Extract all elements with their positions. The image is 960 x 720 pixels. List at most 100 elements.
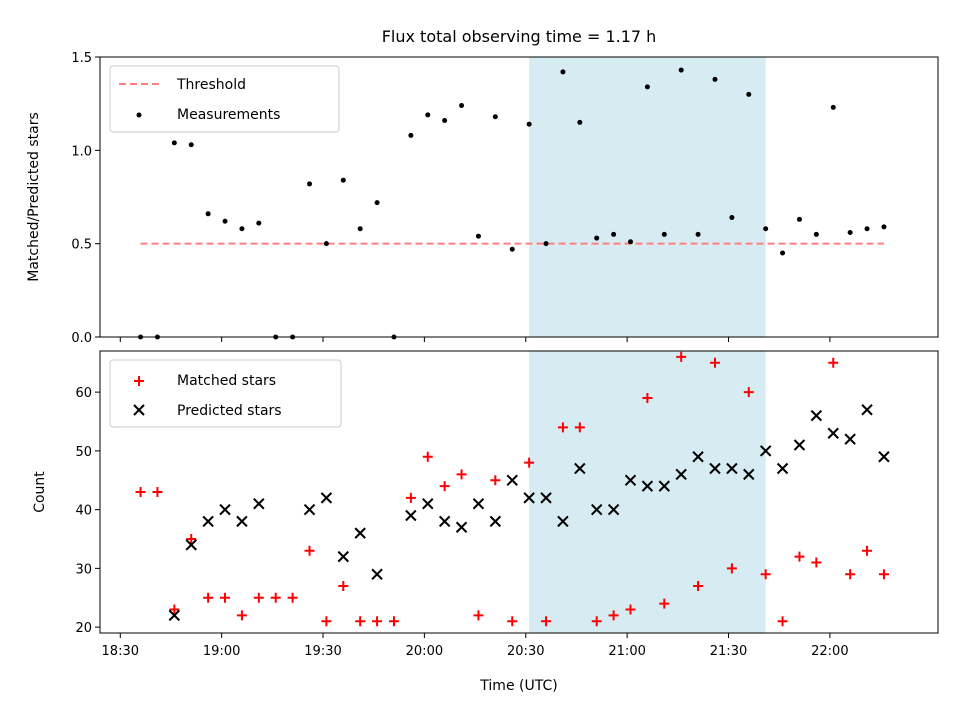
measurement-point [374,200,380,206]
bottom-y-tick-label: 60 [75,386,92,401]
matched-legend-swatch [134,376,144,386]
matched-star-point [405,492,416,503]
predicted-star-point [759,445,772,457]
bottom-panel: 20 30 40 50 60 18:30 19:00 19:30 20:00 20:30 21:00… [32,350,939,694]
x-tick-label: 20:00 [406,644,443,659]
top-panel: 0.0 0.5 1.0 1.5 Matched/Predicted stars Thr… [26,51,939,346]
x-tick-label: 18:30 [102,644,139,659]
measurement-point [796,216,802,222]
chart-title: Flux total observing time = 1.17 h [382,27,657,46]
matched-star-point [220,592,231,603]
predicted-star-point [709,462,721,475]
predicted-star-point [219,503,231,516]
threshold-legend-label: Threshold [176,77,246,93]
matched-star-point [287,592,298,603]
x-tick-label: 22:00 [811,644,848,659]
matched-star-point [203,592,214,603]
measurement-point [307,181,312,187]
measurement-point [408,132,414,138]
matched-star-point [541,616,552,627]
measurement-point [340,177,346,183]
matched-star-point [642,393,653,403]
measurement-point [239,226,245,232]
bottom-y-tick-label: 40 [75,504,92,519]
x-tick-label: 19:00 [203,644,240,659]
measurement-point [442,117,448,123]
predicted-star-point [371,568,383,580]
predicted-star-point [320,492,333,504]
matched-star-point [236,610,247,621]
predicted-star-point [303,503,316,516]
matched-star-point [456,469,467,480]
matched-star-point [608,610,619,621]
predicted-star-point [878,451,890,463]
predicted-star-point [844,433,856,445]
predicted-star-point [506,474,518,486]
predicted-star-point [236,515,248,528]
predicted-star-point [641,480,654,492]
matched-star-point [490,475,501,486]
matched-star-point [625,604,636,615]
matched-star-point [321,616,332,627]
matched-star-point [709,357,720,368]
predicted-star-point [607,503,620,516]
measurement-point [864,226,870,232]
bottom-panel-frame [99,350,939,634]
measurement-point [577,119,583,125]
top-y-tick-label: 1.0 [71,144,92,159]
x-axis-label: Time (UTC) [479,678,557,694]
measurement-point [881,224,887,230]
bottom-legend-box [109,359,342,428]
predicted-star-point [574,462,586,475]
matched-star-point [760,569,771,580]
predicted-star-point [827,427,839,439]
predicted-legend-swatch [133,404,145,416]
top-panel-frame [99,56,939,338]
bottom-panel-axes: 20 30 40 50 60 18:30 19:00 19:30 20:00 20:30 21:00… [75,386,848,659]
measurement-point [509,246,515,252]
matched-star-point [253,592,264,603]
matched-star-point [743,387,754,398]
measurement-point [425,112,431,118]
predicted-star-point [489,515,502,528]
predicted-star-point [557,515,569,528]
matched-star-point [726,563,737,574]
measurement-point [256,220,262,226]
measurement-point [611,231,617,237]
measurement-point [847,229,853,235]
measurement-point [543,241,549,247]
matched-star-point [676,351,687,362]
bottom-legend: Matched stars Predicted stars [109,359,342,428]
measurement-point [560,69,566,75]
measurement-point [780,250,786,256]
predicted-star-point [624,474,637,486]
matched-star-point [169,604,180,615]
measurement-point [830,104,836,110]
matched-star-point [862,545,873,556]
matched-star-point [439,481,450,492]
matched-star-point [135,487,146,497]
top-y-tick-label: 1.5 [71,51,92,66]
x-tick-label: 20:30 [507,644,544,659]
predicted-star-point [861,404,873,416]
matched-star-point [355,616,366,627]
measurement-point [763,226,769,232]
measurement-point [746,91,752,97]
predicted-star-point [810,409,823,422]
top-panel-axes: 0.0 0.5 1.0 1.5 [71,51,831,346]
measurement-point [323,241,329,247]
measurement-point [628,239,634,245]
measurement-point [594,235,600,241]
measurement-point [526,121,532,127]
matched-star-point [338,581,349,591]
matched-star-point [152,487,163,497]
predicted-star-point [743,468,755,481]
measurements-legend-swatch [136,112,142,118]
observing-window-shade [529,57,766,337]
predicted-star-point [726,462,738,475]
matched-star-point [591,616,602,627]
top-legend: Threshold Measurements [109,65,340,133]
measurement-point [813,231,819,237]
predicted-star-point [675,468,687,481]
measurement-point [188,142,194,148]
